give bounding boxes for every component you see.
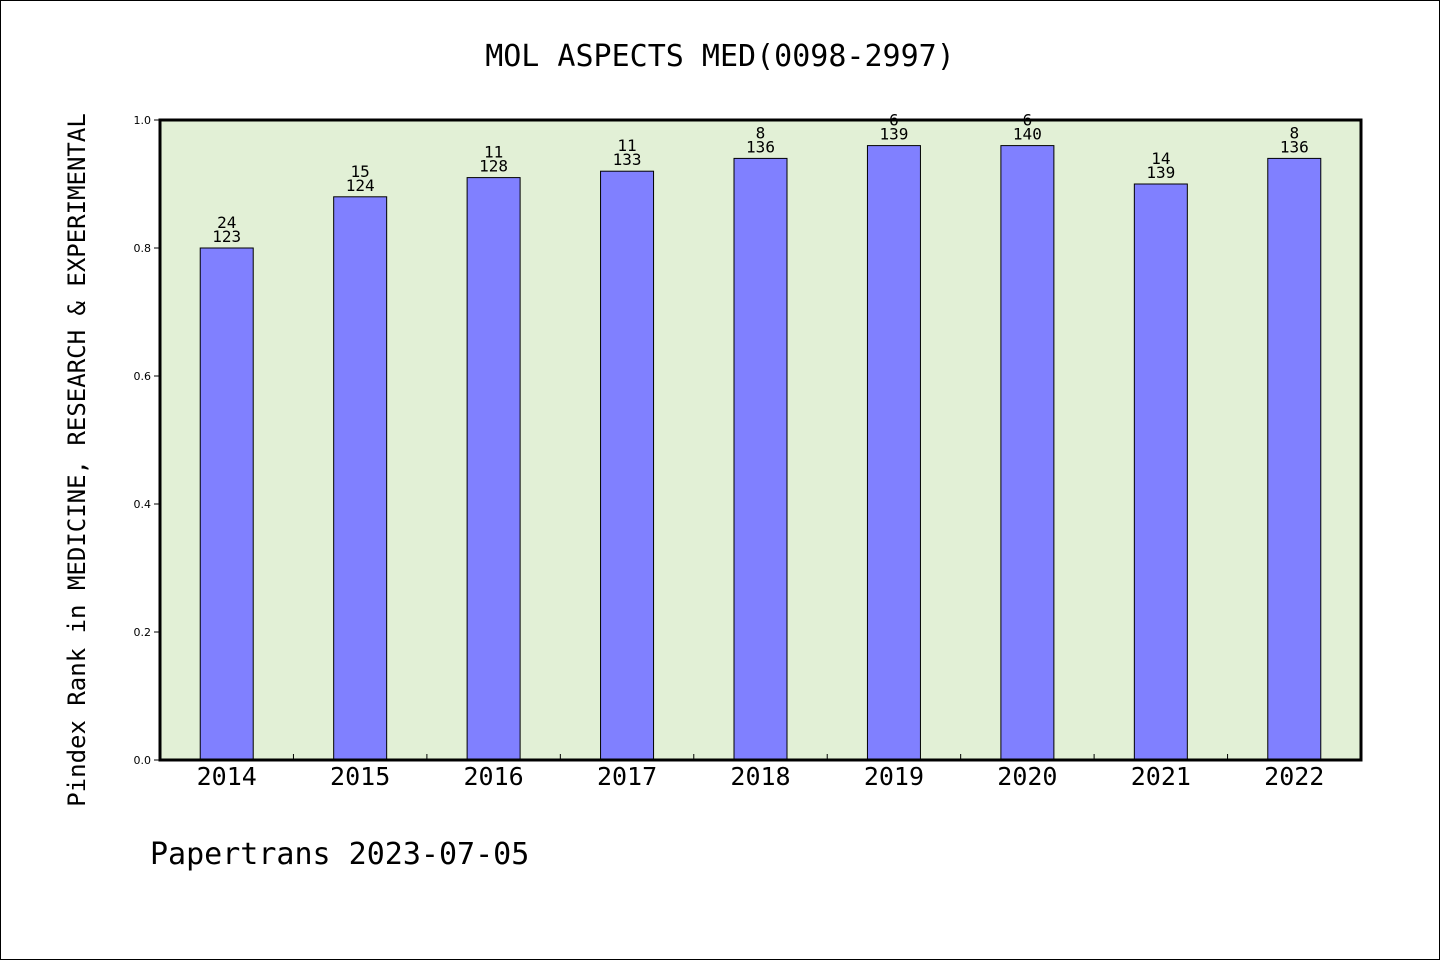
- rank-label: 15: [351, 162, 370, 181]
- y-tick-label: 0.2: [134, 626, 152, 639]
- y-tick-label: 0.0: [134, 754, 152, 767]
- total-label: 128: [479, 157, 508, 176]
- y-tick-label: 0.8: [134, 242, 152, 255]
- x-tick-label: 2020: [997, 762, 1057, 791]
- plot-border: [158, 118, 1363, 762]
- bar-2020: [1000, 145, 1055, 761]
- y-axis-ticks: 0.0 0.2 0.4 0.6 0.8 1.0: [134, 114, 160, 767]
- total-label: 133: [613, 150, 642, 169]
- total-label: 140: [1013, 125, 1042, 144]
- rank-label: 11: [617, 136, 636, 155]
- chart-title: MOL ASPECTS MED(0098-2997): [485, 39, 955, 74]
- bar-2019: [866, 145, 921, 761]
- x-tick-label: 2014: [197, 762, 257, 791]
- total-label: 136: [746, 137, 775, 156]
- bar-2017: [600, 170, 655, 761]
- x-axis-ticks: 2014 2015 2016 2017 2018 2019 2020 2021 2022: [197, 754, 1324, 791]
- x-tick-label: 2021: [1131, 762, 1191, 791]
- bar-2022: [1267, 157, 1322, 761]
- total-label: 139: [879, 125, 908, 144]
- footer-credit: Papertrans 2023-07-05: [150, 837, 529, 872]
- y-tick-label: 0.6: [134, 370, 152, 383]
- total-label: 124: [346, 176, 375, 195]
- total-label: 136: [1280, 137, 1309, 156]
- rank-label: 14: [1151, 149, 1170, 168]
- y-tick-label: 1.0: [134, 114, 152, 127]
- y-axis-label: Pindex Rank in MEDICINE, RESEARCH & EXPE…: [63, 113, 91, 807]
- rank-label: 11: [484, 143, 503, 162]
- rank-label: 8: [1289, 123, 1299, 142]
- bar-2014: [199, 247, 254, 761]
- x-tick-label: 2016: [464, 762, 524, 791]
- x-tick-label: 2015: [330, 762, 390, 791]
- total-label: 123: [212, 227, 241, 246]
- x-tick-label: 2022: [1264, 762, 1324, 791]
- x-tick-label: 2017: [597, 762, 657, 791]
- bars: [199, 145, 1322, 761]
- bar-2021: [1133, 183, 1188, 761]
- bar-2018: [733, 157, 788, 761]
- bar-labels: 2412315124111281113381366139614014139813…: [212, 111, 1308, 246]
- rank-label: 8: [756, 123, 766, 142]
- bar-2015: [333, 196, 388, 761]
- total-label: 139: [1146, 163, 1175, 182]
- rank-label: 24: [217, 213, 236, 232]
- x-tick-label: 2019: [864, 762, 924, 791]
- x-tick-label: 2018: [730, 762, 790, 791]
- bar-2016: [466, 177, 521, 761]
- y-tick-label: 0.4: [134, 498, 152, 511]
